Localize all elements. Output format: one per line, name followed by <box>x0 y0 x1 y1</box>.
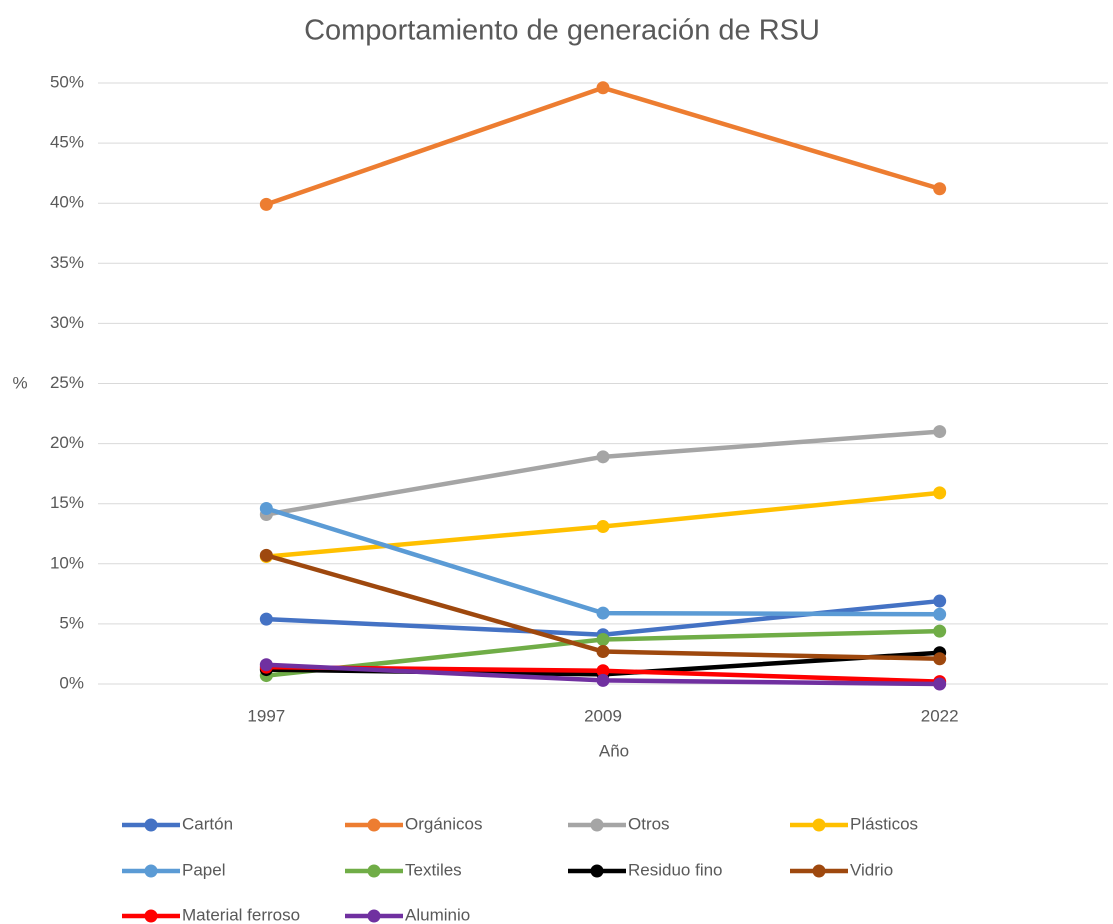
x-tick-label: 1997 <box>247 706 285 725</box>
legend-label: Otros <box>628 814 670 833</box>
y-axis-label: % <box>12 373 27 392</box>
y-tick-label: 50% <box>50 72 84 91</box>
legend-marker <box>367 909 381 923</box>
legend-marker <box>590 818 604 832</box>
x-axis-label: Año <box>599 741 629 760</box>
data-point <box>259 502 273 516</box>
data-point <box>933 486 947 500</box>
y-tick-label: 35% <box>50 253 84 272</box>
y-tick-label: 30% <box>50 313 84 332</box>
legend-label: Residuo fino <box>628 860 723 879</box>
legend-marker <box>367 864 381 878</box>
data-point <box>596 81 610 95</box>
x-tick-label: 2009 <box>584 706 622 725</box>
legend-marker <box>144 818 158 832</box>
legend-label: Textiles <box>405 860 462 879</box>
data-point <box>259 658 273 672</box>
data-point <box>933 677 947 691</box>
data-point <box>259 548 273 562</box>
data-point <box>933 607 947 621</box>
legend-marker <box>144 909 158 923</box>
y-tick-label: 45% <box>50 133 84 152</box>
data-point <box>596 645 610 659</box>
data-point <box>596 673 610 687</box>
y-tick-label: 40% <box>50 193 84 212</box>
legend-label: Plásticos <box>850 814 918 833</box>
legend-label: Material ferroso <box>182 905 300 924</box>
y-tick-label: 25% <box>50 373 84 392</box>
legend-label: Orgánicos <box>405 814 482 833</box>
y-tick-label: 0% <box>59 673 84 692</box>
data-point <box>933 182 947 196</box>
data-point <box>933 624 947 638</box>
legend-marker <box>590 864 604 878</box>
data-point <box>259 612 273 626</box>
x-tick-label: 2022 <box>921 706 959 725</box>
legend-label: Aluminio <box>405 905 470 924</box>
data-point <box>933 594 947 608</box>
legend-marker <box>144 864 158 878</box>
data-point <box>596 520 610 534</box>
data-point <box>596 606 610 620</box>
data-point <box>596 450 610 464</box>
chart-title: Comportamiento de generación de RSU <box>304 15 820 47</box>
legend-label: Papel <box>182 860 225 879</box>
data-point <box>596 633 610 647</box>
legend-marker <box>367 818 381 832</box>
y-tick-label: 10% <box>50 553 84 572</box>
series-line <box>265 85 941 207</box>
y-tick-label: 15% <box>50 493 84 512</box>
y-tick-label: 5% <box>59 613 84 632</box>
data-point <box>596 664 610 678</box>
legend-label: Vidrio <box>850 860 893 879</box>
y-tick-label: 20% <box>50 433 84 452</box>
data-point <box>259 197 273 211</box>
legend-marker <box>812 818 826 832</box>
data-point <box>933 425 947 439</box>
legend-label: Cartón <box>182 814 233 833</box>
data-point <box>933 652 947 666</box>
legend-marker <box>812 864 826 878</box>
